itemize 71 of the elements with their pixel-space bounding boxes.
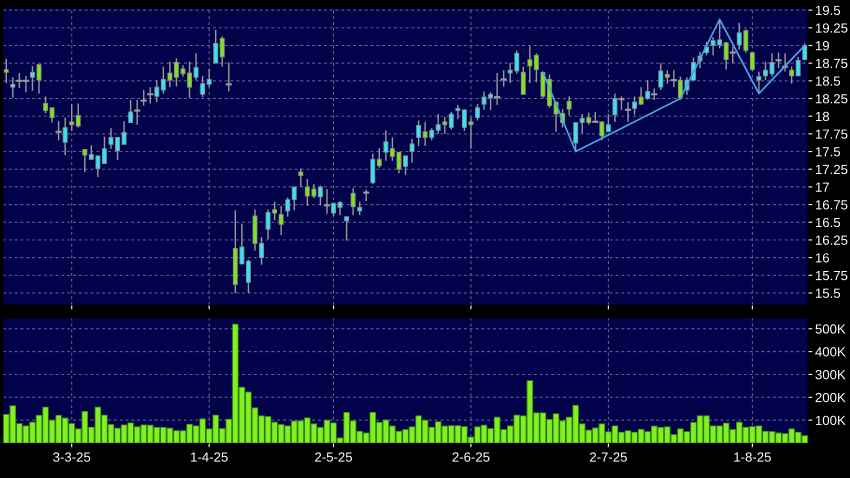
candlestick <box>4 58 9 84</box>
y-tick-label: 18 <box>816 112 830 122</box>
candlestick <box>147 86 154 104</box>
y-tick-label: 16.75 <box>816 200 848 210</box>
candlestick <box>508 62 513 84</box>
candlestick <box>226 62 232 92</box>
y-tick-label: 17 <box>816 182 829 192</box>
y-tick-label: 15.5 <box>816 288 840 298</box>
candlestick <box>743 28 748 54</box>
candlestick <box>736 22 742 50</box>
candlestick <box>750 52 755 72</box>
candlestick <box>357 201 362 216</box>
line-series <box>542 18 806 152</box>
candlestick <box>220 36 225 68</box>
x-tick-label: 2-6-25 <box>452 452 490 462</box>
candlestick <box>292 186 297 211</box>
candlestick <box>363 189 370 202</box>
candlestick <box>278 205 284 236</box>
candlestick <box>580 113 585 134</box>
candlestick <box>344 216 350 242</box>
y-tick-label: 16 <box>816 253 830 263</box>
candlestick <box>442 116 448 135</box>
candlestick <box>410 138 414 164</box>
y-tick-label: 300K <box>815 370 846 380</box>
candlestick <box>436 113 441 135</box>
candlestick <box>140 89 147 106</box>
y-tick-label: 18.75 <box>816 58 848 68</box>
candlestick <box>566 96 572 116</box>
y-tick-label: 16.5 <box>816 218 840 228</box>
candlestick <box>298 168 304 188</box>
candlestick <box>520 66 526 96</box>
candlestick <box>658 62 664 91</box>
y-tick-label: 17.25 <box>816 164 848 174</box>
candlestick <box>285 196 290 218</box>
candlestick <box>651 88 658 101</box>
candlestick <box>500 70 507 88</box>
y-tick-label: 17.75 <box>816 130 848 139</box>
y-tick-label: 17.5 <box>816 147 840 156</box>
y-tick-label: 19.5 <box>816 6 840 16</box>
candlestick <box>76 102 81 128</box>
candlestick <box>370 152 376 185</box>
candlestick <box>573 122 578 152</box>
candlestick <box>350 188 356 216</box>
y-tick-label: 18.5 <box>816 76 840 86</box>
x-tick-label: 2-5-25 <box>315 452 352 462</box>
candlestick <box>128 99 134 124</box>
candlestick <box>69 103 74 132</box>
candlestick <box>10 76 16 98</box>
y-tick-label: 500K <box>815 324 846 334</box>
candlestick <box>376 147 382 169</box>
candlestick <box>592 111 598 124</box>
candlestick <box>514 50 520 74</box>
x-tick-label: 3-3-25 <box>53 452 90 462</box>
y-tick-label: 400K <box>815 347 846 357</box>
y-tick-label: 19.25 <box>816 23 848 33</box>
y-tick-label: 15.75 <box>816 271 848 280</box>
candlestick <box>213 29 218 64</box>
candlestick <box>475 103 480 122</box>
x-tick-label: 2-7-25 <box>590 452 627 462</box>
candlestick <box>448 111 454 130</box>
y-tick-label: 16.25 <box>816 236 848 245</box>
candlestick <box>664 70 670 84</box>
y-tick-label: 19 <box>816 41 829 50</box>
y-tick-label: 200K <box>816 392 846 402</box>
candlestick <box>670 70 677 88</box>
candlestick <box>730 46 736 64</box>
candlestick <box>134 99 140 126</box>
y-tick-label: 100K <box>816 416 846 426</box>
x-tick-label: 1-8-25 <box>734 452 771 462</box>
x-tick-label: 1-4-25 <box>191 452 228 462</box>
y-tick-label: 18.25 <box>816 94 848 104</box>
